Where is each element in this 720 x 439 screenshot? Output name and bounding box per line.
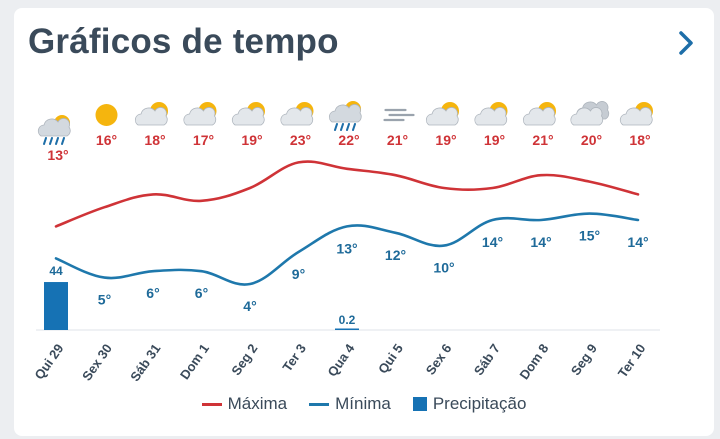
- rain-drop: [55, 137, 59, 145]
- series-line-max: [54, 160, 640, 228]
- rain-drop: [43, 137, 47, 145]
- partly-cloudy-icon: [134, 102, 168, 126]
- x-tick-label: Qua 4: [324, 340, 357, 379]
- x-tick-label: Sáb 31: [127, 341, 163, 384]
- sun-icon: [95, 104, 118, 126]
- max-temp-label: 16°: [96, 132, 117, 148]
- partly-cloudy-icon: [425, 102, 459, 126]
- x-tick-label: Dom 1: [177, 341, 212, 382]
- max-temp-label: 22°: [338, 132, 359, 148]
- max-temp-label: 19°: [484, 132, 505, 148]
- rain-cloud-sun-icon: [37, 115, 71, 145]
- x-tick-label: Ter 10: [615, 341, 649, 380]
- weather-chart: 44 0.2 5° 6° 6° 4° 9° 13° 12° 10° 14° 14° 15° 14° 13° 1…: [31, 101, 660, 384]
- x-tick-label: Sáb 7: [471, 341, 503, 378]
- x-tick-label: Qui 5: [375, 341, 406, 376]
- max-temp-label: 13°: [47, 147, 68, 163]
- legend-item-max[interactable]: Máxima: [201, 394, 288, 414]
- rain-drop: [49, 137, 53, 145]
- cloudy-icon: [570, 101, 610, 126]
- cloud-shape: [570, 107, 604, 126]
- weather-chart-card: Gráficos de tempo 44 0.2 5° 6° 6° 4° 9° 13° 12° 1…: [14, 8, 714, 436]
- precip-bar: [44, 282, 68, 330]
- partly-cloudy-icon: [522, 102, 556, 126]
- x-tick-label: Seg 2: [228, 341, 260, 378]
- x-tick-label: Qui 29: [31, 341, 66, 382]
- max-temp-label: 18°: [629, 132, 650, 148]
- min-temp-label: 12°: [385, 247, 406, 263]
- cloud-shape: [619, 107, 653, 126]
- max-temp-label: 19°: [435, 132, 456, 148]
- cloud-shape: [134, 107, 168, 126]
- chevron-right-icon[interactable]: [672, 28, 700, 58]
- cloud-shape: [522, 107, 556, 126]
- precip-label: 44: [49, 264, 63, 278]
- partly-cloudy-icon: [474, 102, 508, 126]
- partly-cloudy-icon: [231, 102, 265, 126]
- max-temp-label: 20°: [581, 132, 602, 148]
- legend-label-min: Mínima: [335, 394, 391, 413]
- min-temp-label: 6°: [195, 285, 208, 301]
- rain-drop: [334, 123, 338, 131]
- rain-drop: [346, 123, 350, 131]
- partly-cloudy-icon: [183, 102, 217, 126]
- cloud-shape: [328, 104, 362, 123]
- sun-disc: [95, 104, 118, 126]
- rain-drop: [340, 123, 344, 131]
- rain-drop: [61, 137, 65, 145]
- x-tick-label: Ter 3: [279, 341, 309, 374]
- rain-cloud-sun-icon: [328, 101, 362, 131]
- fog-icon: [383, 108, 415, 122]
- x-tick-label: Sex 30: [79, 341, 115, 383]
- partly-cloudy-icon: [280, 102, 314, 126]
- cloud-shape: [474, 107, 508, 126]
- min-temp-label: 6°: [146, 285, 159, 301]
- x-tick-label: Dom 8: [516, 341, 551, 382]
- max-temp-label: 18°: [144, 132, 165, 148]
- max-temp-label: 21°: [387, 132, 408, 148]
- max-temp-label: 23°: [290, 132, 311, 148]
- legend-swatch-min: [309, 402, 330, 406]
- partly-cloudy-icon: [619, 102, 653, 126]
- min-temp-label: 14°: [627, 234, 648, 250]
- x-tick-label: Sex 6: [423, 341, 455, 377]
- cloud-shape: [280, 107, 314, 126]
- max-temp-label: 19°: [241, 132, 262, 148]
- cloud-shape: [425, 107, 459, 126]
- max-temp-label: 21°: [532, 132, 553, 148]
- min-temp-label: 5°: [98, 292, 111, 308]
- precip-bar: [335, 328, 359, 330]
- page-title: Gráficos de tempo: [28, 22, 339, 61]
- min-temp-label: 13°: [336, 240, 357, 256]
- min-temp-label: 9°: [292, 266, 305, 282]
- min-temp-label: 14°: [530, 234, 551, 250]
- legend-item-precip[interactable]: Precipitação: [412, 394, 527, 414]
- legend-label-precip: Precipitação: [432, 394, 527, 413]
- min-temp-label: 10°: [433, 260, 454, 276]
- chart-legend: Máxima Mínima Precipitação: [14, 394, 714, 414]
- x-tick-label: Seg 9: [568, 341, 600, 378]
- min-temp-label: 4°: [243, 298, 256, 314]
- cloud-shape: [37, 118, 71, 137]
- max-temp-label: 17°: [193, 132, 214, 148]
- cloud-shape: [183, 107, 217, 126]
- min-temp-label: 14°: [482, 234, 503, 250]
- legend-swatch-max: [201, 402, 222, 406]
- rain-drop: [352, 123, 356, 131]
- legend-label-max: Máxima: [227, 394, 288, 413]
- precip-label: 0.2: [339, 313, 356, 327]
- legend-item-min[interactable]: Mínima: [309, 394, 391, 414]
- min-temp-label: 15°: [579, 228, 600, 244]
- legend-swatch-precip: [412, 397, 427, 411]
- series-line-min: [54, 212, 640, 286]
- cloud-shape: [231, 107, 265, 126]
